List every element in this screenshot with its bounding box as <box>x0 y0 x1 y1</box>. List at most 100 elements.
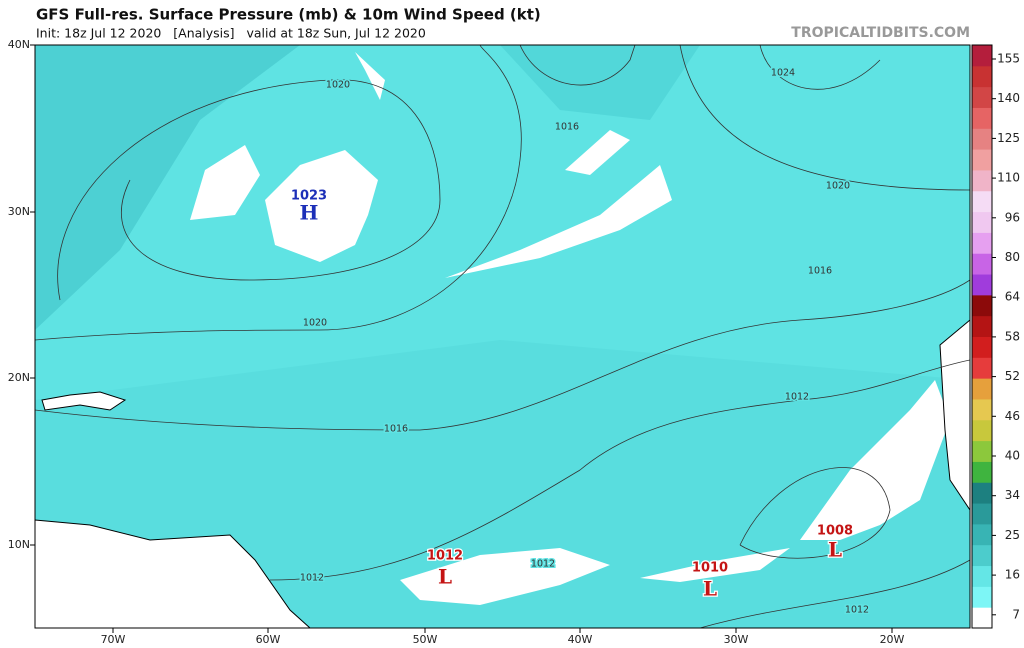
colorbar-swatch <box>972 45 992 67</box>
colorbar-label: 16 <box>1005 568 1020 582</box>
colorbar-label: 140 <box>997 91 1020 105</box>
colorbar-swatch <box>972 503 992 525</box>
colorbar-swatch <box>972 149 992 171</box>
center-pressure: 1023 <box>291 189 327 204</box>
land-south-america <box>35 519 311 628</box>
colorbar-swatch <box>972 378 992 400</box>
lon-label: 50W <box>413 633 438 646</box>
colorbar-swatch <box>972 398 992 421</box>
lat-label: 40N <box>8 38 30 51</box>
colorbar-label: 64 <box>1005 290 1020 304</box>
isobar <box>699 559 970 628</box>
calm-area <box>565 130 630 175</box>
isobar <box>739 467 891 559</box>
colorbar-swatch <box>972 294 992 317</box>
colorbar-swatch <box>972 274 992 296</box>
colorbar-swatch <box>972 544 992 567</box>
colorbar-swatch <box>972 190 992 213</box>
colorbar-swatch <box>972 482 992 504</box>
colorbar-swatch <box>972 253 992 275</box>
center-symbol: L <box>703 577 717 601</box>
colorbar-label: 7 <box>1012 607 1020 621</box>
colorbar-label: 110 <box>997 171 1020 185</box>
site: TROPICALTIDBITS.COM <box>791 25 970 41</box>
lon-label: 30W <box>724 633 749 646</box>
colorbar-swatch <box>972 211 992 233</box>
lat-label: 20N <box>8 371 30 384</box>
colorbar-swatch <box>972 607 992 629</box>
colorbar-label: 34 <box>1005 488 1020 502</box>
isobar-label: 1024 <box>771 68 795 79</box>
isobar-label: 1016 <box>555 122 579 133</box>
colorbar-swatch <box>972 107 992 129</box>
map <box>34 44 971 629</box>
lon-label: 60W <box>256 633 281 646</box>
isobar-label: 1016 <box>384 424 408 435</box>
colorbar-swatch <box>972 565 992 587</box>
colorbar-swatch <box>972 336 992 358</box>
isobar <box>269 359 970 581</box>
colorbar-swatch <box>972 461 992 483</box>
center-pressure: 1008 <box>817 524 853 539</box>
colorbar-swatch <box>972 232 992 254</box>
isobar-label: 1012 <box>785 392 809 403</box>
calm-area <box>400 548 610 605</box>
isobar-label: 1020 <box>303 318 327 329</box>
isobar <box>57 79 441 301</box>
isobar-label: 1012 <box>531 559 555 570</box>
colorbar-swatch <box>972 315 992 337</box>
calm-area <box>355 52 385 100</box>
colorbar-swatch <box>972 86 992 108</box>
wind-band <box>35 45 300 330</box>
colorbar-swatch <box>972 65 992 88</box>
colorbar-label: 52 <box>1005 369 1020 383</box>
calm-area <box>265 150 378 262</box>
land-africa <box>939 319 970 511</box>
center-symbol: H <box>300 201 319 225</box>
isobar-label: 1016 <box>808 266 832 277</box>
isobar <box>519 45 636 86</box>
title: GFS Full-res. Surface Pressure (mb) & 10… <box>36 6 541 24</box>
colorbar-swatch <box>972 440 992 462</box>
colorbar-swatch <box>972 169 992 192</box>
calm-area <box>445 165 672 278</box>
colorbar-label: 155 <box>997 52 1020 66</box>
isobar-label: 1020 <box>326 80 350 91</box>
colorbar-label: 58 <box>1005 329 1020 343</box>
colorbar-label: 25 <box>1005 528 1020 542</box>
lon-label: 40W <box>568 633 593 646</box>
isobar <box>759 45 881 90</box>
calm-area <box>800 380 950 540</box>
land-hispaniola <box>41 391 127 411</box>
lat-label: 30N <box>8 205 30 218</box>
center-pressure: 1012 <box>427 549 463 564</box>
center-pressure: 1010 <box>692 561 728 576</box>
colorbar-swatch <box>972 128 992 150</box>
center-symbol: L <box>438 565 452 589</box>
center-symbol: L <box>828 538 842 562</box>
calm-area <box>640 548 790 582</box>
init-line: Init: 18z Jul 12 2020 [Analysis] valid a… <box>36 26 426 41</box>
colorbar-label: 46 <box>1005 409 1020 423</box>
wind-band <box>500 45 700 120</box>
isobar <box>35 279 970 431</box>
wind-band <box>35 340 970 628</box>
colorbar-swatch <box>972 357 992 379</box>
colorbar-swatch <box>972 523 992 546</box>
colorbar-label: 125 <box>997 131 1020 145</box>
isobar <box>679 45 970 191</box>
colorbar-swatch <box>972 586 992 608</box>
isobar <box>35 45 522 341</box>
isobar-label: 1020 <box>826 181 850 192</box>
colorbar-label: 80 <box>1005 250 1020 264</box>
isobar-label: 1012 <box>845 605 869 616</box>
lat-label: 10N <box>8 538 30 551</box>
isobar-label: 1012 <box>300 573 324 584</box>
lon-label: 20W <box>880 633 905 646</box>
map-frame <box>34 44 971 629</box>
colorbar-label: 40 <box>1005 449 1020 463</box>
colorbar-swatch <box>972 419 992 442</box>
colorbar-label: 96 <box>1005 210 1020 224</box>
lon-label: 70W <box>101 633 126 646</box>
